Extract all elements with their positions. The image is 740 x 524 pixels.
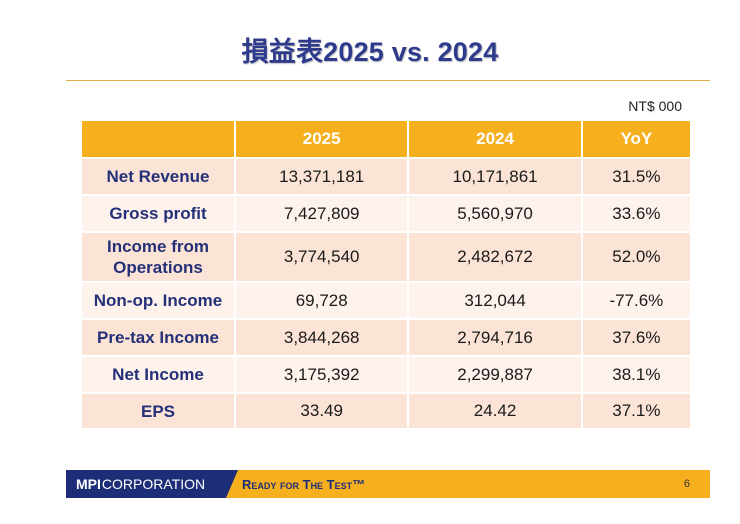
logo-wordmark: CORPORATION	[101, 476, 206, 492]
value-yoy: 33.6%	[582, 196, 690, 233]
value-2024: 24.42	[409, 394, 583, 430]
header-yoy: YoY	[582, 121, 690, 159]
row-label: Gross profit	[82, 196, 236, 233]
value-yoy: 37.6%	[582, 320, 690, 357]
header-2025: 2025	[236, 121, 410, 159]
value-2024: 2,299,887	[409, 357, 583, 394]
value-2025: 3,175,392	[236, 357, 410, 394]
row-label: Net Revenue	[82, 159, 236, 196]
unit-label: NT$ 000	[628, 98, 682, 114]
page-number: 6	[683, 478, 690, 490]
tagline: Ready for The Test™	[242, 477, 366, 492]
table-row: Net Income 3,175,392 2,299,887 38.1%	[82, 357, 690, 394]
title-divider	[66, 80, 710, 81]
value-2025: 13,371,181	[236, 159, 410, 196]
value-2024: 312,044	[409, 283, 583, 320]
header-empty-cell	[82, 121, 236, 159]
value-yoy: 52.0%	[582, 233, 690, 283]
value-yoy: -77.6%	[582, 283, 690, 320]
table-row: Non-op. Income 69,728 312,044 -77.6%	[82, 283, 690, 320]
logo-slant	[226, 470, 238, 498]
table-row: Gross profit 7,427,809 5,560,970 33.6%	[82, 196, 690, 233]
row-label: Income from Operations	[82, 233, 236, 283]
value-2024: 2,482,672	[409, 233, 583, 283]
value-yoy: 31.5%	[582, 159, 690, 196]
row-label: Net Income	[82, 357, 236, 394]
value-2024: 10,171,861	[409, 159, 583, 196]
table-row: Pre-tax Income 3,844,268 2,794,716 37.6%	[82, 320, 690, 357]
row-label: EPS	[82, 394, 236, 430]
company-logo: MPI CORPORATION	[66, 470, 226, 498]
table-row: EPS 33.49 24.42 37.1%	[82, 394, 690, 430]
value-2025: 69,728	[236, 283, 410, 320]
value-yoy: 37.1%	[582, 394, 690, 430]
table-row: Income from Operations 3,774,540 2,482,6…	[82, 233, 690, 283]
row-label: Pre-tax Income	[82, 320, 236, 357]
value-2024: 5,560,970	[409, 196, 583, 233]
value-2025: 7,427,809	[236, 196, 410, 233]
value-2025: 33.49	[236, 394, 410, 430]
slide-title: 損益表2025 vs. 2024	[241, 37, 499, 67]
value-2025: 3,844,268	[236, 320, 410, 357]
row-label: Non-op. Income	[82, 283, 236, 320]
income-statement-table: 2025 2024 YoY Net Revenue 13,371,181 10,…	[82, 121, 690, 430]
logo-mark: MPI	[76, 476, 101, 492]
value-2024: 2,794,716	[409, 320, 583, 357]
value-yoy: 38.1%	[582, 357, 690, 394]
table-row: Net Revenue 13,371,181 10,171,861 31.5%	[82, 159, 690, 196]
table-header-row: 2025 2024 YoY	[82, 121, 690, 159]
footer-bar: MPI CORPORATION Ready for The Test™ 6	[66, 470, 710, 498]
value-2025: 3,774,540	[236, 233, 410, 283]
header-2024: 2024	[409, 121, 583, 159]
